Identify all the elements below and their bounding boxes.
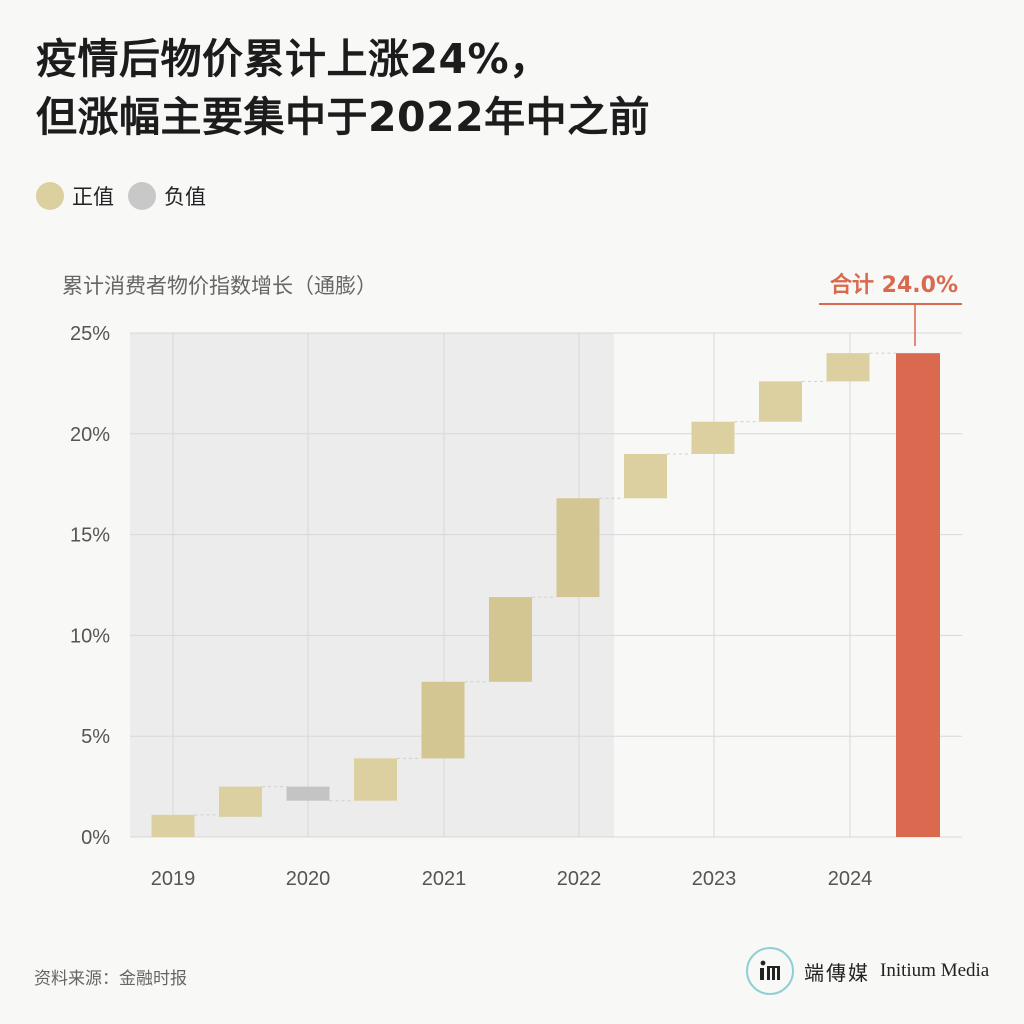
x-tick-label: 2024: [828, 868, 873, 890]
title-line-2: 但涨幅主要集中于2022年中之前: [36, 93, 651, 141]
brand-logo-icon: [746, 947, 794, 995]
title-line-1: 疫情后物价累计上涨24%，: [36, 35, 551, 83]
shaded-period: [130, 333, 614, 837]
x-tick-label: 2023: [692, 868, 737, 890]
total-label: 合计 24.0%: [830, 272, 958, 298]
y-axis-label: 累计消费者物价指数增长（通膨）: [62, 274, 377, 298]
waterfall-step-bar: [624, 453, 667, 499]
y-tick-label: 25%: [70, 323, 110, 345]
waterfall-chart: 0% 5% 10% 15% 20% 25% 2019 2020 2021 2022 2023 2024…: [62, 272, 962, 890]
legend-swatch-negative: [128, 182, 156, 210]
y-tick-label: 10%: [70, 625, 110, 647]
x-tick-label: 2022: [557, 868, 602, 890]
legend-item-positive: 正值: [36, 181, 114, 211]
y-tick-label: 15%: [70, 525, 110, 547]
waterfall-step-bar: [286, 786, 330, 801]
chart-title: 疫情后物价累计上涨24%， 但涨幅主要集中于2022年中之前: [36, 30, 996, 146]
source-note: 资料来源：金融时报: [34, 969, 187, 989]
x-tick-label: 2020: [286, 868, 331, 890]
waterfall-step-bar: [151, 814, 195, 837]
waterfall-step-bar: [219, 786, 262, 817]
legend-item-negative: 负值: [128, 181, 206, 211]
legend: 正值 负值: [36, 178, 206, 214]
legend-label-negative: 负值: [164, 185, 206, 209]
waterfall-step-bar: [489, 597, 532, 682]
y-tick-label: 20%: [70, 424, 110, 446]
brand-name-en: Initium Media: [880, 960, 990, 981]
legend-swatch-positive: [36, 182, 64, 210]
total-bar: [896, 353, 940, 837]
y-tick-label: 0%: [81, 827, 110, 849]
brand-name-cn: 端傳媒: [804, 960, 870, 985]
waterfall-step-bar: [691, 421, 735, 454]
waterfall-step-bar: [826, 353, 870, 382]
brand: 端傳媒 Initium Media: [746, 946, 989, 996]
legend-label-positive: 正值: [72, 185, 114, 209]
y-tick-label: 5%: [81, 726, 110, 748]
waterfall-step-bar: [354, 758, 397, 801]
waterfall-step-bar: [759, 381, 802, 422]
waterfall-step-bar: [421, 681, 465, 759]
x-tick-label: 2021: [422, 868, 467, 890]
waterfall-step-bar: [556, 498, 600, 598]
x-tick-label: 2019: [151, 868, 196, 890]
